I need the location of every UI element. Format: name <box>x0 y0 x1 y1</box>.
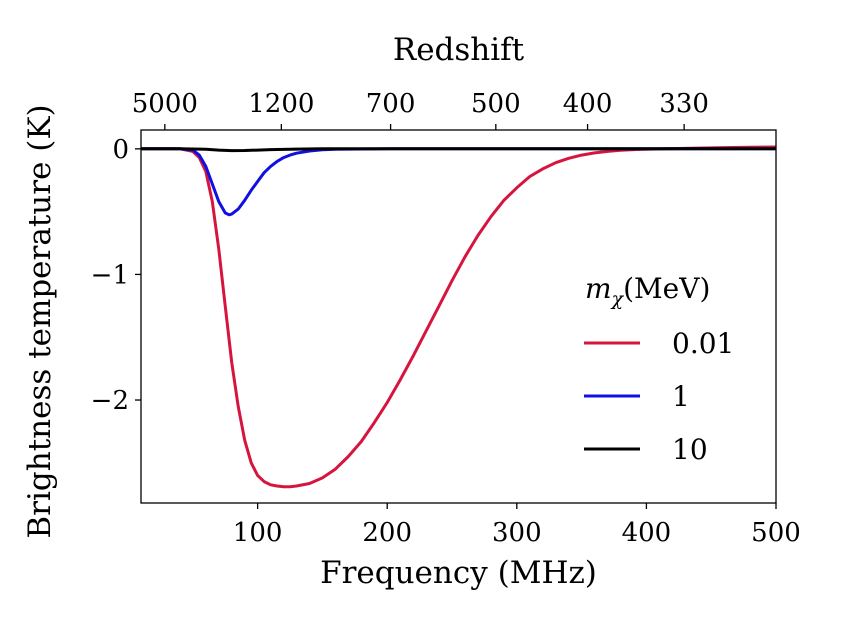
top-tick-label-700: 700 <box>366 89 416 119</box>
legend-label-1: 1 <box>672 380 690 413</box>
x-tick-label-400: 400 <box>622 518 672 548</box>
plot-frame <box>140 129 777 504</box>
y-axis-title: Brightness temperature (K) <box>22 104 58 538</box>
series-layer <box>141 145 776 489</box>
y-tick-label--1: −1 <box>91 260 129 290</box>
x-tick-label-500: 500 <box>751 518 801 548</box>
labels-layer: 100 200 300 400 500 5000 1200 700 500 400 330 0 −1 −2… <box>22 32 801 591</box>
x-tick-label-300: 300 <box>492 518 542 548</box>
x-tick-label-100: 100 <box>233 518 283 548</box>
series-line-0.01 <box>141 145 776 489</box>
legend-label-0.01: 0.01 <box>672 327 734 360</box>
legend-title-subscript: χ <box>610 288 625 310</box>
series-line-10 <box>141 147 776 153</box>
x-tick-label-200: 200 <box>362 518 412 548</box>
legend-title: mχ(MeV) <box>585 272 710 310</box>
top-axis-title: Redshift <box>393 32 525 68</box>
y-tick-label--2: −2 <box>91 386 129 416</box>
axes-layer <box>135 124 777 509</box>
top-tick-label-330: 330 <box>659 89 709 119</box>
y-tick-label-0: 0 <box>112 135 129 165</box>
top-tick-label-5000: 5000 <box>132 89 198 119</box>
top-tick-label-400: 400 <box>563 89 613 119</box>
legend-title-symbol: m <box>585 272 612 305</box>
top-tick-label-500: 500 <box>471 89 521 119</box>
legend-title-unit: (MeV) <box>623 272 710 305</box>
x-axis-title: Frequency (MHz) <box>320 555 597 591</box>
top-tick-label-1200: 1200 <box>248 89 314 119</box>
legend-label-10: 10 <box>672 433 708 466</box>
legend: mχ(MeV) 0.01 1 10 <box>584 272 734 466</box>
